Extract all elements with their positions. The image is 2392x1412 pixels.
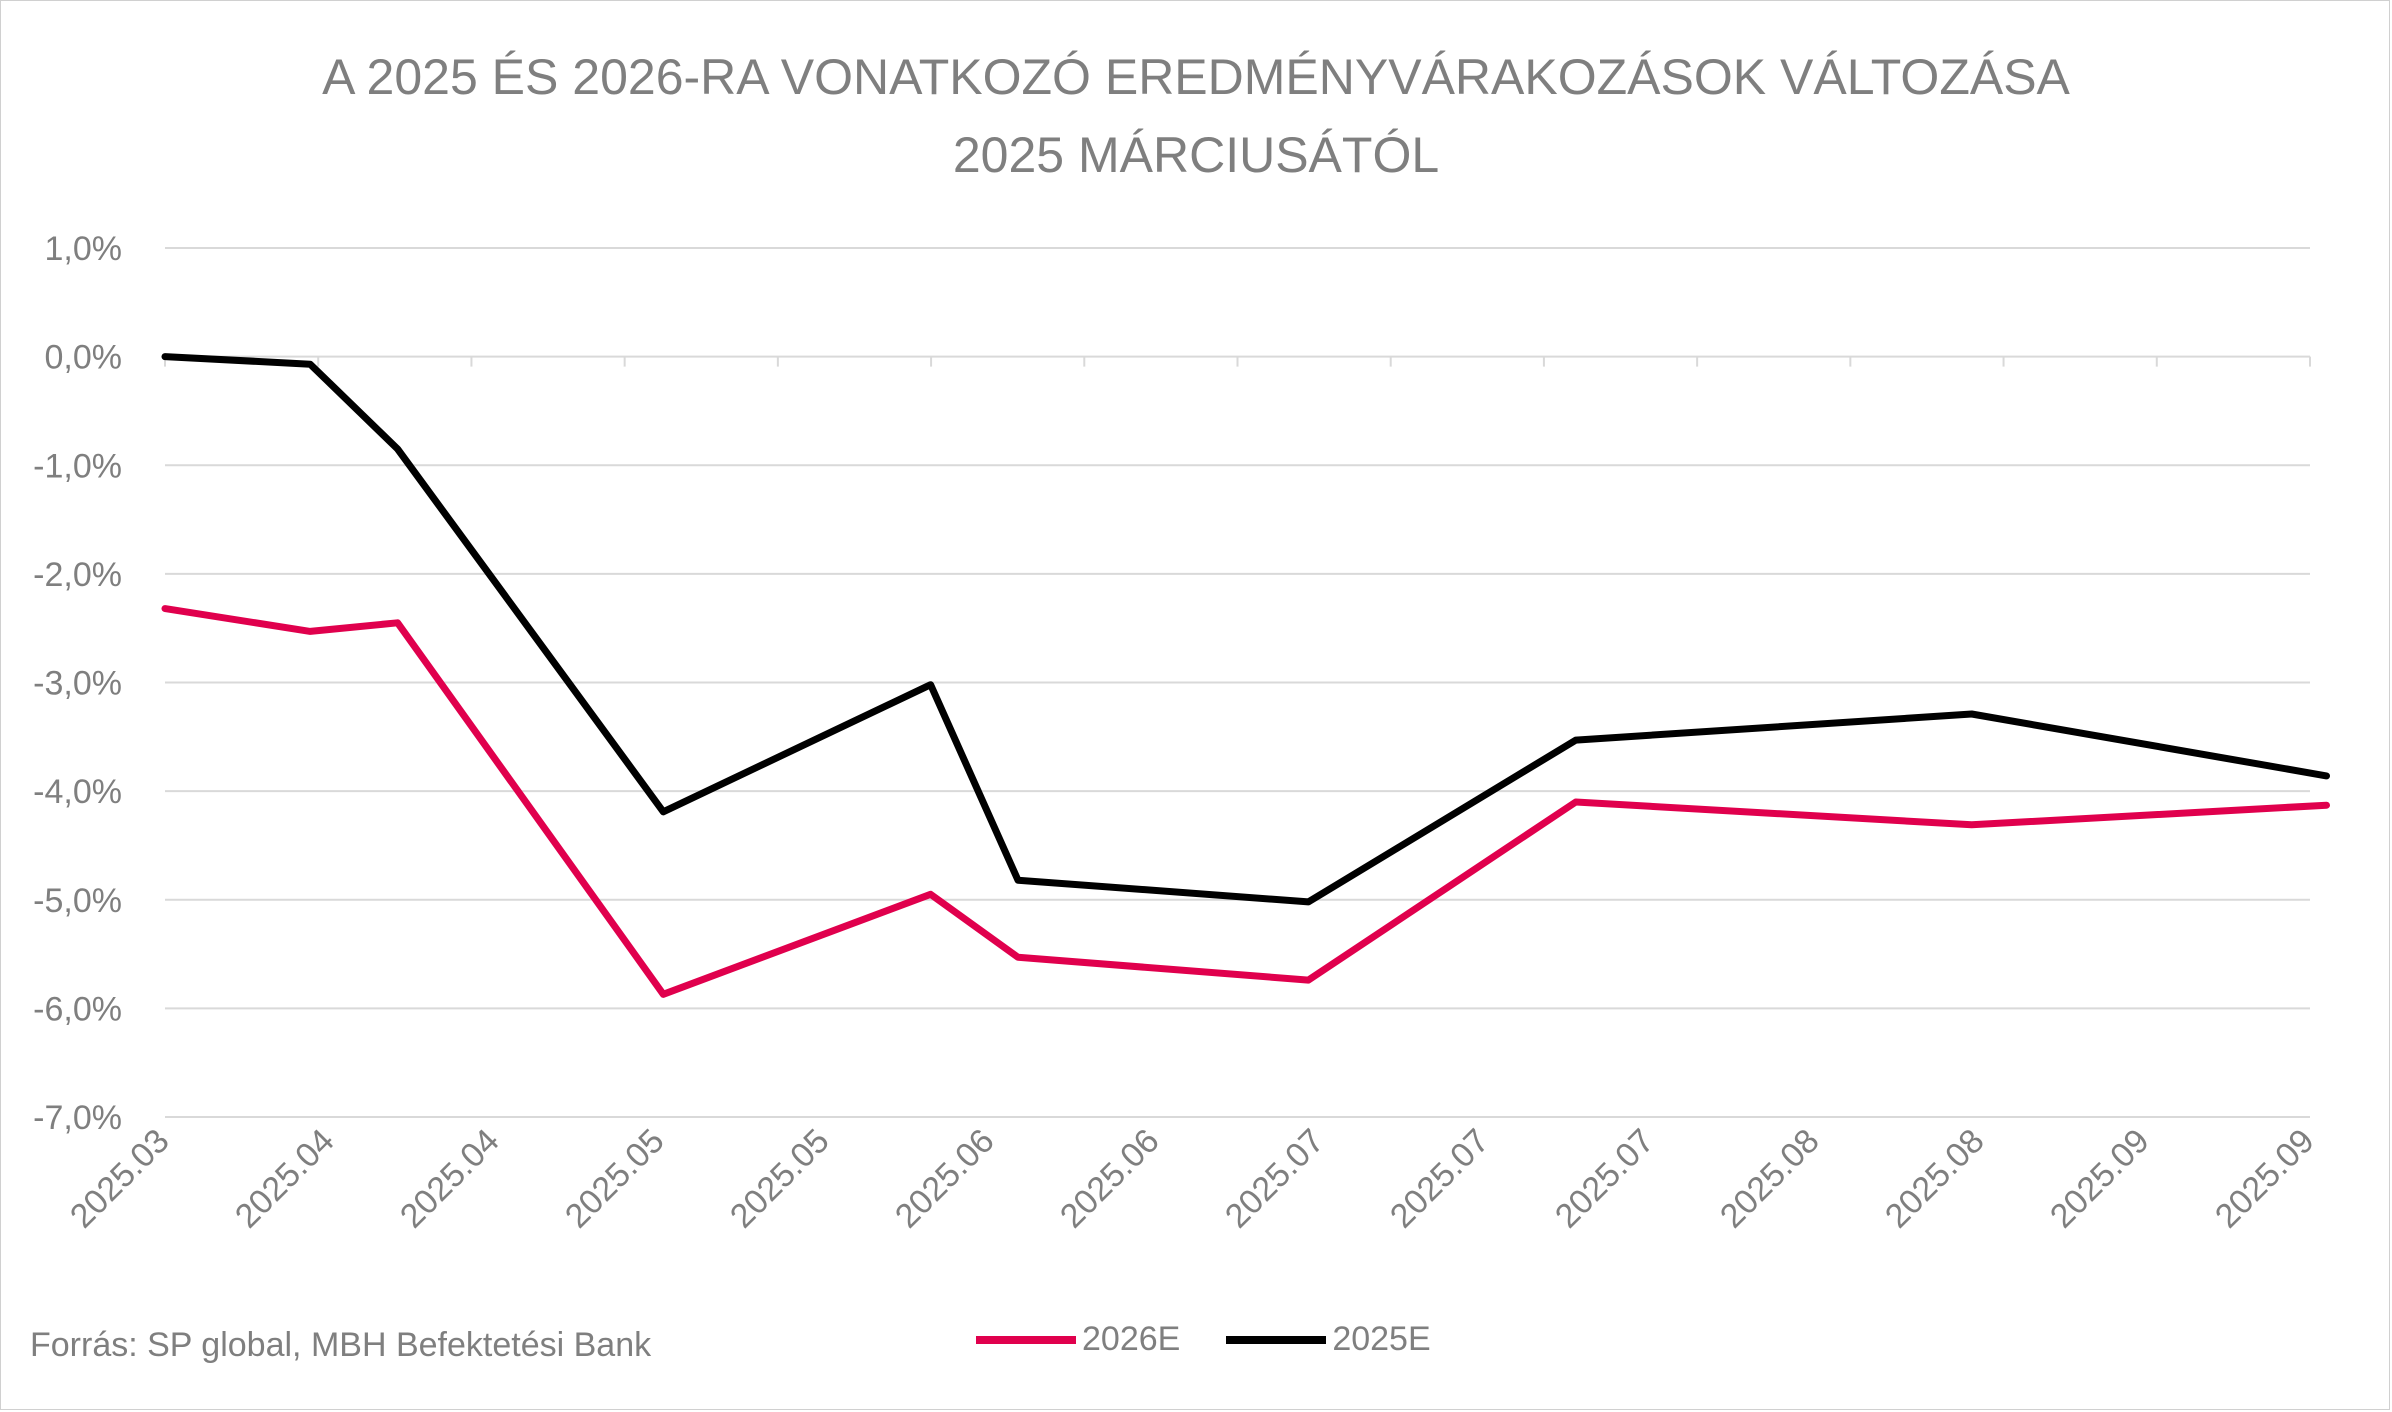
legend-swatch-2026e [976,1335,1076,1344]
y-tick-label: -3,0% [33,665,122,703]
y-tick-label: -5,0% [33,882,122,920]
source-note: Forrás: SP global, MBH Befektetési Bank [30,1326,652,1364]
x-tick-label: 2025.04 [393,1122,507,1236]
series-line-2025e [161,353,2330,906]
x-tick-label: 2025.09 [2208,1122,2322,1236]
chart-title: A 2025 ÉS 2026-RA VONATKOZÓ EREDMÉNYVÁRA… [322,49,2070,105]
x-tick-label: 2025.06 [888,1122,1002,1236]
x-tick-label: 2025.06 [1053,1122,1167,1236]
x-tick-label: 2025.09 [2043,1122,2157,1236]
legend-swatch-2025e [1226,1335,1327,1344]
x-tick-label: 2025.08 [1878,1122,1992,1236]
series-line-2026e [161,605,2330,998]
y-tick-label: -4,0% [33,773,122,811]
legend-label-2025e: 2025E [1332,1320,1431,1358]
x-tick-label: 2025.07 [1218,1122,1332,1236]
x-tick-label: 2025.05 [723,1122,837,1236]
y-tick-label: -7,0% [33,1099,122,1137]
legend-label-2026e: 2026E [1082,1320,1181,1358]
x-tick-label: 2025.04 [228,1122,342,1236]
x-tick-label: 2025.07 [1548,1122,1662,1236]
y-tick-label: -6,0% [33,990,122,1028]
legend: 2026E 2025E [976,1320,1477,1359]
legend-item-2026e: 2026E [976,1320,1180,1359]
x-tick-label: 2025.05 [558,1122,672,1236]
y-tick-label: 0,0% [45,339,123,377]
x-tick-label: 2025.07 [1383,1122,1497,1236]
chart-subtitle: 2025 MÁRCIUSÁTÓL [952,127,1440,183]
y-tick-label: 1,0% [45,230,123,268]
y-tick-label: -1,0% [33,447,122,485]
y-tick-label: -2,0% [33,556,122,594]
legend-item-2025e: 2025E [1226,1320,1431,1359]
x-tick-label: 2025.03 [63,1122,177,1236]
x-tick-label: 2025.08 [1713,1122,1827,1236]
